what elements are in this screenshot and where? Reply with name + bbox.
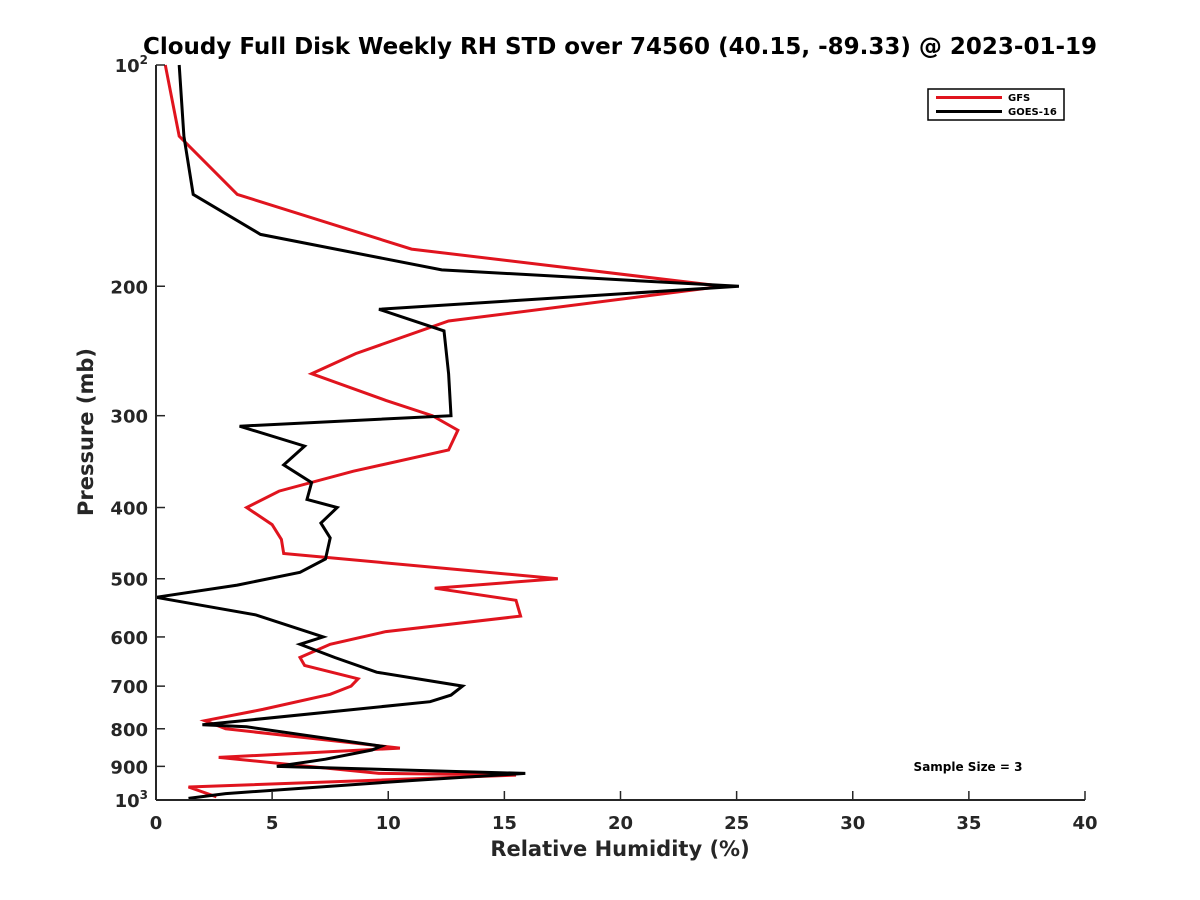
chart-title: Cloudy Full Disk Weekly RH STD over 7456… xyxy=(143,34,1097,60)
x-tick-label: 20 xyxy=(608,813,633,834)
x-tick-label: 25 xyxy=(724,813,749,834)
plot-area: 0 5 10 15 20 25 30 35 40 10220030040050060070080… xyxy=(110,53,1097,834)
legend-label-goes-16: GOES-16 xyxy=(1008,107,1057,118)
y-tick-label: 400 xyxy=(110,499,148,520)
y-tick-label-exponent: 3 xyxy=(140,788,148,802)
x-tick-label: 15 xyxy=(492,813,517,834)
x-tick-label: 30 xyxy=(840,813,865,834)
series-line-goes-16 xyxy=(155,64,739,800)
x-ticks: 0 5 10 15 20 25 30 35 40 xyxy=(150,791,1098,834)
x-tick-label: 35 xyxy=(956,813,981,834)
series-layer xyxy=(155,64,739,800)
y-tick-label: 700 xyxy=(110,677,148,698)
legend-box xyxy=(927,88,1065,121)
y-tick-label: 800 xyxy=(110,720,148,741)
y-tick-label: 103 xyxy=(115,788,148,812)
y-tick-label: 300 xyxy=(110,407,148,428)
y-tick-label: 102 xyxy=(115,53,148,77)
y-tick-label: 500 xyxy=(110,570,148,591)
x-tick-label: 0 xyxy=(150,813,163,834)
y-tick-label-base: 10 xyxy=(115,56,140,77)
x-tick-label: 40 xyxy=(1072,813,1097,834)
legend-label-gfs: GFS xyxy=(1008,93,1030,104)
y-tick-label: 900 xyxy=(110,757,148,778)
y-tick-label: 600 xyxy=(110,628,148,649)
x-tick-label: 10 xyxy=(376,813,401,834)
legend: GFS GOES-16 xyxy=(927,88,1065,121)
series-line-gfs xyxy=(163,64,723,799)
x-tick-label: 5 xyxy=(266,813,279,834)
y-tick-label-base: 10 xyxy=(115,791,140,812)
y-tick-label: 200 xyxy=(110,277,148,298)
y-axis-label: Pressure (mb) xyxy=(74,348,98,516)
sample-size-annotation: Sample Size = 3 xyxy=(914,760,1023,774)
y-tick-label-exponent: 2 xyxy=(140,53,148,67)
x-axis-label: Relative Humidity (%) xyxy=(490,837,749,861)
